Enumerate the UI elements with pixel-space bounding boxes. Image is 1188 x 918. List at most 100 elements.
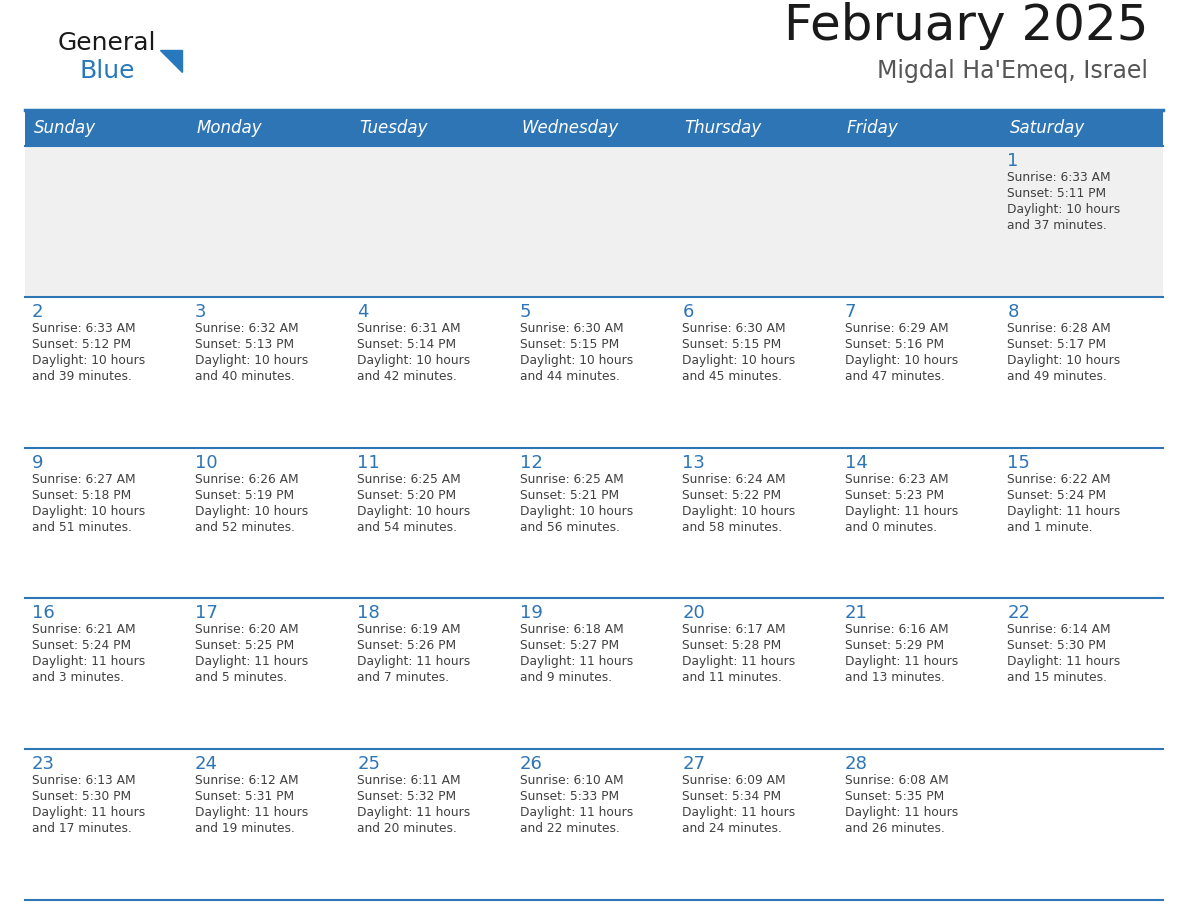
Text: Sunset: 5:16 PM: Sunset: 5:16 PM [845, 338, 944, 351]
Text: and 56 minutes.: and 56 minutes. [519, 521, 620, 533]
Text: Sunrise: 6:11 AM: Sunrise: 6:11 AM [358, 774, 461, 788]
Text: Daylight: 10 hours: Daylight: 10 hours [358, 505, 470, 518]
Text: Daylight: 11 hours: Daylight: 11 hours [682, 806, 796, 819]
Text: and 13 minutes.: and 13 minutes. [845, 671, 944, 685]
Text: Sunrise: 6:22 AM: Sunrise: 6:22 AM [1007, 473, 1111, 486]
Text: Daylight: 11 hours: Daylight: 11 hours [845, 655, 958, 668]
Text: and 11 minutes.: and 11 minutes. [682, 671, 782, 685]
Bar [25, 110, 188, 146]
Text: Sunrise: 6:16 AM: Sunrise: 6:16 AM [845, 623, 948, 636]
Text: and 9 minutes.: and 9 minutes. [519, 671, 612, 685]
Text: Daylight: 11 hours: Daylight: 11 hours [195, 806, 308, 819]
Text: Sunset: 5:17 PM: Sunset: 5:17 PM [1007, 338, 1106, 351]
Text: 2: 2 [32, 303, 44, 320]
Text: and 54 minutes.: and 54 minutes. [358, 521, 457, 533]
Text: Sunrise: 6:24 AM: Sunrise: 6:24 AM [682, 473, 786, 486]
Text: Sunset: 5:21 PM: Sunset: 5:21 PM [519, 488, 619, 501]
Text: Sunset: 5:30 PM: Sunset: 5:30 PM [1007, 640, 1106, 653]
Text: 10: 10 [195, 453, 217, 472]
Text: Thursday: Thursday [684, 119, 762, 137]
Text: 23: 23 [32, 756, 55, 773]
Bar [513, 110, 675, 146]
Bar [350, 110, 513, 146]
Text: Sunset: 5:34 PM: Sunset: 5:34 PM [682, 790, 782, 803]
Text: and 7 minutes.: and 7 minutes. [358, 671, 449, 685]
Polygon shape [160, 50, 182, 72]
Text: and 40 minutes.: and 40 minutes. [195, 370, 295, 383]
Bar [25, 599, 1163, 749]
Text: 9: 9 [32, 453, 44, 472]
Text: General: General [58, 31, 157, 55]
Text: Daylight: 10 hours: Daylight: 10 hours [32, 353, 145, 367]
Text: Sunset: 5:29 PM: Sunset: 5:29 PM [845, 640, 944, 653]
Text: Sunrise: 6:20 AM: Sunrise: 6:20 AM [195, 623, 298, 636]
Text: Sunset: 5:32 PM: Sunset: 5:32 PM [358, 790, 456, 803]
Text: 25: 25 [358, 756, 380, 773]
Text: and 17 minutes.: and 17 minutes. [32, 823, 132, 835]
Text: Daylight: 11 hours: Daylight: 11 hours [682, 655, 796, 668]
Bar [675, 110, 838, 146]
Text: Blue: Blue [80, 59, 135, 83]
Text: and 3 minutes.: and 3 minutes. [32, 671, 124, 685]
Text: 12: 12 [519, 453, 543, 472]
Text: and 49 minutes.: and 49 minutes. [1007, 370, 1107, 383]
Text: Sunrise: 6:29 AM: Sunrise: 6:29 AM [845, 322, 948, 335]
Text: and 52 minutes.: and 52 minutes. [195, 521, 295, 533]
Text: Sunrise: 6:25 AM: Sunrise: 6:25 AM [358, 473, 461, 486]
Bar [188, 110, 350, 146]
Text: Sunrise: 6:23 AM: Sunrise: 6:23 AM [845, 473, 948, 486]
Text: Sunrise: 6:33 AM: Sunrise: 6:33 AM [32, 322, 135, 335]
Text: Sunrise: 6:19 AM: Sunrise: 6:19 AM [358, 623, 461, 636]
Text: 22: 22 [1007, 604, 1030, 622]
Text: Daylight: 11 hours: Daylight: 11 hours [845, 505, 958, 518]
Text: Daylight: 10 hours: Daylight: 10 hours [682, 505, 796, 518]
Text: Daylight: 11 hours: Daylight: 11 hours [32, 655, 145, 668]
Text: Sunset: 5:15 PM: Sunset: 5:15 PM [682, 338, 782, 351]
Text: Sunrise: 6:10 AM: Sunrise: 6:10 AM [519, 774, 624, 788]
Text: Migdal Ha'Emeq, Israel: Migdal Ha'Emeq, Israel [877, 59, 1148, 83]
Text: and 44 minutes.: and 44 minutes. [519, 370, 620, 383]
Text: Friday: Friday [847, 119, 898, 137]
Text: 15: 15 [1007, 453, 1030, 472]
Text: and 20 minutes.: and 20 minutes. [358, 823, 457, 835]
Text: Daylight: 10 hours: Daylight: 10 hours [519, 353, 633, 367]
Text: and 0 minutes.: and 0 minutes. [845, 521, 937, 533]
Text: 28: 28 [845, 756, 867, 773]
Text: Wednesday: Wednesday [522, 119, 619, 137]
Text: Daylight: 10 hours: Daylight: 10 hours [682, 353, 796, 367]
Text: 11: 11 [358, 453, 380, 472]
Text: and 1 minute.: and 1 minute. [1007, 521, 1093, 533]
Text: Saturday: Saturday [1010, 119, 1085, 137]
Text: Sunrise: 6:21 AM: Sunrise: 6:21 AM [32, 623, 135, 636]
Text: Sunday: Sunday [34, 119, 96, 137]
Text: 27: 27 [682, 756, 706, 773]
Text: Daylight: 10 hours: Daylight: 10 hours [32, 505, 145, 518]
Text: Sunset: 5:27 PM: Sunset: 5:27 PM [519, 640, 619, 653]
Bar [1000, 110, 1163, 146]
Text: 13: 13 [682, 453, 706, 472]
Text: 21: 21 [845, 604, 867, 622]
Bar [25, 297, 1163, 448]
Text: and 58 minutes.: and 58 minutes. [682, 521, 783, 533]
Text: and 51 minutes.: and 51 minutes. [32, 521, 132, 533]
Text: Sunset: 5:15 PM: Sunset: 5:15 PM [519, 338, 619, 351]
Text: Sunrise: 6:30 AM: Sunrise: 6:30 AM [682, 322, 786, 335]
Text: and 39 minutes.: and 39 minutes. [32, 370, 132, 383]
Text: Monday: Monday [196, 119, 263, 137]
Text: Daylight: 11 hours: Daylight: 11 hours [32, 806, 145, 819]
Text: 7: 7 [845, 303, 857, 320]
Text: Sunset: 5:35 PM: Sunset: 5:35 PM [845, 790, 944, 803]
Text: Daylight: 11 hours: Daylight: 11 hours [845, 806, 958, 819]
Text: Sunrise: 6:31 AM: Sunrise: 6:31 AM [358, 322, 461, 335]
Text: Sunset: 5:14 PM: Sunset: 5:14 PM [358, 338, 456, 351]
Text: Sunrise: 6:17 AM: Sunrise: 6:17 AM [682, 623, 786, 636]
Text: and 45 minutes.: and 45 minutes. [682, 370, 782, 383]
Text: Sunset: 5:18 PM: Sunset: 5:18 PM [32, 488, 131, 501]
Text: Sunset: 5:24 PM: Sunset: 5:24 PM [1007, 488, 1106, 501]
Text: Sunset: 5:28 PM: Sunset: 5:28 PM [682, 640, 782, 653]
Text: Sunset: 5:12 PM: Sunset: 5:12 PM [32, 338, 131, 351]
Text: 20: 20 [682, 604, 704, 622]
Text: Daylight: 10 hours: Daylight: 10 hours [358, 353, 470, 367]
Text: Sunset: 5:11 PM: Sunset: 5:11 PM [1007, 187, 1106, 200]
Text: 19: 19 [519, 604, 543, 622]
